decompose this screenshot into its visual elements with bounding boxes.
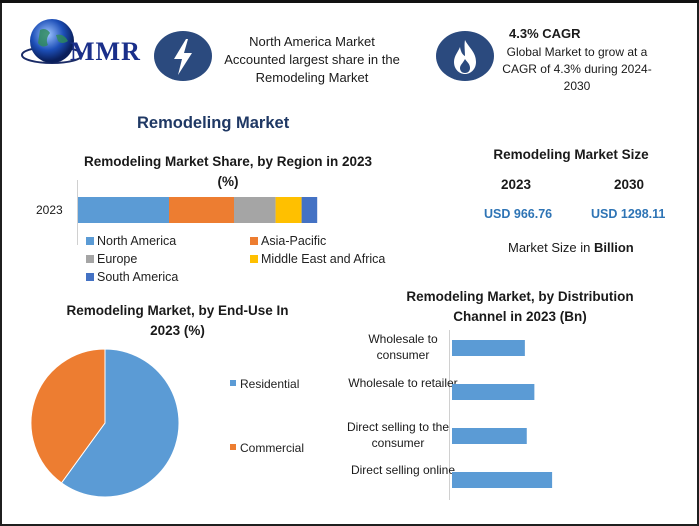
- legend-swatch-south-america: [86, 273, 94, 281]
- legend-swatch-north-america: [86, 237, 94, 245]
- channel-bar-3: [452, 472, 553, 488]
- enduse-chart-title: Remodeling Market, by End-Use In 2023 (%…: [66, 303, 289, 338]
- legend-swatch-europe: [86, 255, 94, 263]
- legend-europe: Europe: [97, 252, 138, 266]
- legend-commercial: Commercial: [240, 441, 305, 455]
- legend-swatch-commercial: [230, 444, 236, 450]
- legend-asia-pacific: Asia-Pacific: [261, 234, 327, 248]
- region-bar-segment-1: [169, 197, 234, 223]
- channel-axis: [449, 330, 450, 500]
- market-size-year-2023: 2023: [501, 177, 532, 192]
- channel-label-2: Direct selling to the consumer: [346, 420, 450, 450]
- legend-north-america: North America: [97, 234, 177, 248]
- region-axis: [77, 180, 78, 245]
- pie-slice-residential: [60, 348, 180, 498]
- flame-icon-circle: [436, 31, 494, 81]
- market-size-note-prefix: Market Size in: [508, 240, 594, 255]
- cagr-text: Global Market to grow at a CAGR of 4.3% …: [502, 45, 652, 93]
- flame-icon: [454, 40, 476, 74]
- cagr-title: 4.3% CAGR: [509, 26, 581, 41]
- market-size-value-2023: USD 966.76: [484, 207, 553, 221]
- logo-text: MMR: [70, 37, 141, 66]
- channel-label-3: Direct selling online: [350, 463, 456, 477]
- market-size-value-2030: USD 1298.11: [591, 207, 666, 221]
- channel-chart-title: Remodeling Market, by Distribution Chann…: [406, 289, 634, 324]
- info1-text: North America Market Accounted largest s…: [224, 34, 400, 85]
- market-size-note-unit: Billion: [593, 240, 634, 255]
- legend-residential: Residential: [240, 377, 300, 391]
- channel-bar-1: [452, 384, 535, 400]
- globe-icon: [21, 19, 83, 64]
- region-category-label: 2023: [36, 203, 63, 217]
- pie-slice-commercial: [30, 348, 106, 484]
- region-chart-title: Remodeling Market Share, by Region in 20…: [83, 154, 373, 189]
- legend-south-america: South America: [97, 270, 179, 284]
- enduse-pie-chart: [30, 348, 180, 498]
- legend-swatch-mea: [250, 255, 258, 263]
- region-bar-segment-2: [234, 197, 276, 223]
- channel-label-1: Wholesale to retailer: [348, 376, 458, 390]
- region-bar-segment-4: [301, 197, 318, 223]
- legend-swatch-asia-pacific: [250, 237, 258, 245]
- top-border: [0, 0, 699, 3]
- channel-bar-chart: [452, 340, 553, 488]
- logo: MMR: [12, 15, 142, 73]
- channel-bar-2: [452, 428, 527, 444]
- market-size-title: Remodeling Market Size: [493, 147, 649, 162]
- legend-middle-east-africa: Middle East and Africa: [261, 252, 386, 266]
- legend-swatch-residential: [230, 380, 236, 386]
- region-bar-segment-0: [78, 197, 169, 223]
- region-stacked-bar: [78, 197, 318, 223]
- main-title: Remodeling Market: [137, 114, 290, 132]
- market-size-note: Market Size in Billion: [508, 240, 634, 255]
- channel-bar-0: [452, 340, 525, 356]
- channel-label-0: Wholesale to consumer: [368, 332, 438, 362]
- lightning-icon: [174, 39, 192, 75]
- market-size-year-2030: 2030: [614, 177, 645, 192]
- region-bar-segment-3: [275, 197, 302, 223]
- lightning-icon-circle: [154, 31, 212, 81]
